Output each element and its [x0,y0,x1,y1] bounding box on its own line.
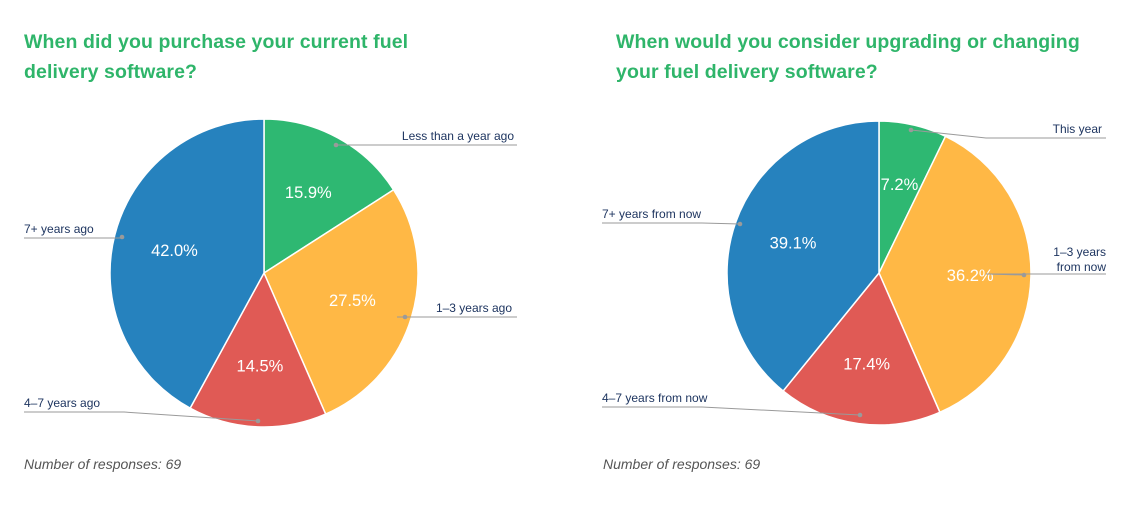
callouts: Less than a year ago 1–3 years ago 4–7 yea… [24,129,517,424]
pie-slice [782,271,941,426]
callout-dot [402,314,408,320]
callout-label: 7+ years from now [602,207,701,221]
slice-value-label: 27.5% [329,292,376,310]
callout-dot [857,412,863,418]
pie-slice [726,120,880,393]
callout-line [602,222,741,225]
callout-dot [255,418,261,424]
responses-count: Number of responses: 69 [603,456,761,472]
chart-title: When did you purchase your current fuel … [24,31,409,83]
slice-value-label: 14.5% [237,357,284,375]
chart-panel-upgrade: When would you consider upgrading or cha… [570,0,1127,505]
pie-chart-purchase: 15.9%27.5%14.5%42.0%Less than a year ago… [24,118,517,428]
callout-line [602,406,861,416]
chart-panel-purchase: When did you purchase your current fuel … [0,0,560,505]
pie-slices [726,120,1032,426]
callout-label: 1–3 years ago [436,301,512,315]
responses-count: Number of responses: 69 [24,456,182,472]
callout-label: 4–7 years ago [24,396,100,410]
callout-line [24,411,259,422]
pie-slice [878,135,1032,414]
callout-dot [908,127,914,133]
callout-dot [737,221,743,227]
callout-label: This year [1053,122,1102,136]
pie-chart-upgrade: 7.2% 36.2% 17.4% 39.1% This year 1–3 years fro… [602,120,1106,426]
callout-label: 4–7 years from now [602,391,708,405]
pie-slices [109,118,419,428]
slice-value-label: 36.2% [947,267,994,285]
slice-value-label: 17.4% [843,355,890,373]
callout-line [910,129,1106,139]
callout-line [985,273,1106,276]
callout-dot [1021,272,1027,278]
pie-slice [263,118,395,275]
slice-value-label: 42.0% [151,242,198,260]
slice-value-label: 15.9% [285,184,332,202]
callouts: This year 1–3 years from now 4–7 years from… [602,122,1106,418]
callout-dot [333,142,339,148]
pie-slice [189,271,327,428]
callout-dot [119,234,125,240]
callout-label: Less than a year ago [402,129,514,143]
slice-value-labels: 15.9% 27.5% 14.5% 42.0% [151,184,376,375]
callout-line [24,236,125,239]
slice-value-labels: 7.2% 36.2% 17.4% 39.1% [770,176,994,373]
callout-label: 1–3 years from now [1053,245,1106,274]
slice-value-label: 39.1% [770,234,817,252]
pie-slice [263,188,419,416]
chart-title: When would you consider upgrading or cha… [616,31,1080,83]
pie-slice [109,118,265,410]
slice-value-label: 7.2% [881,176,919,194]
callout-label: 7+ years ago [24,222,94,236]
